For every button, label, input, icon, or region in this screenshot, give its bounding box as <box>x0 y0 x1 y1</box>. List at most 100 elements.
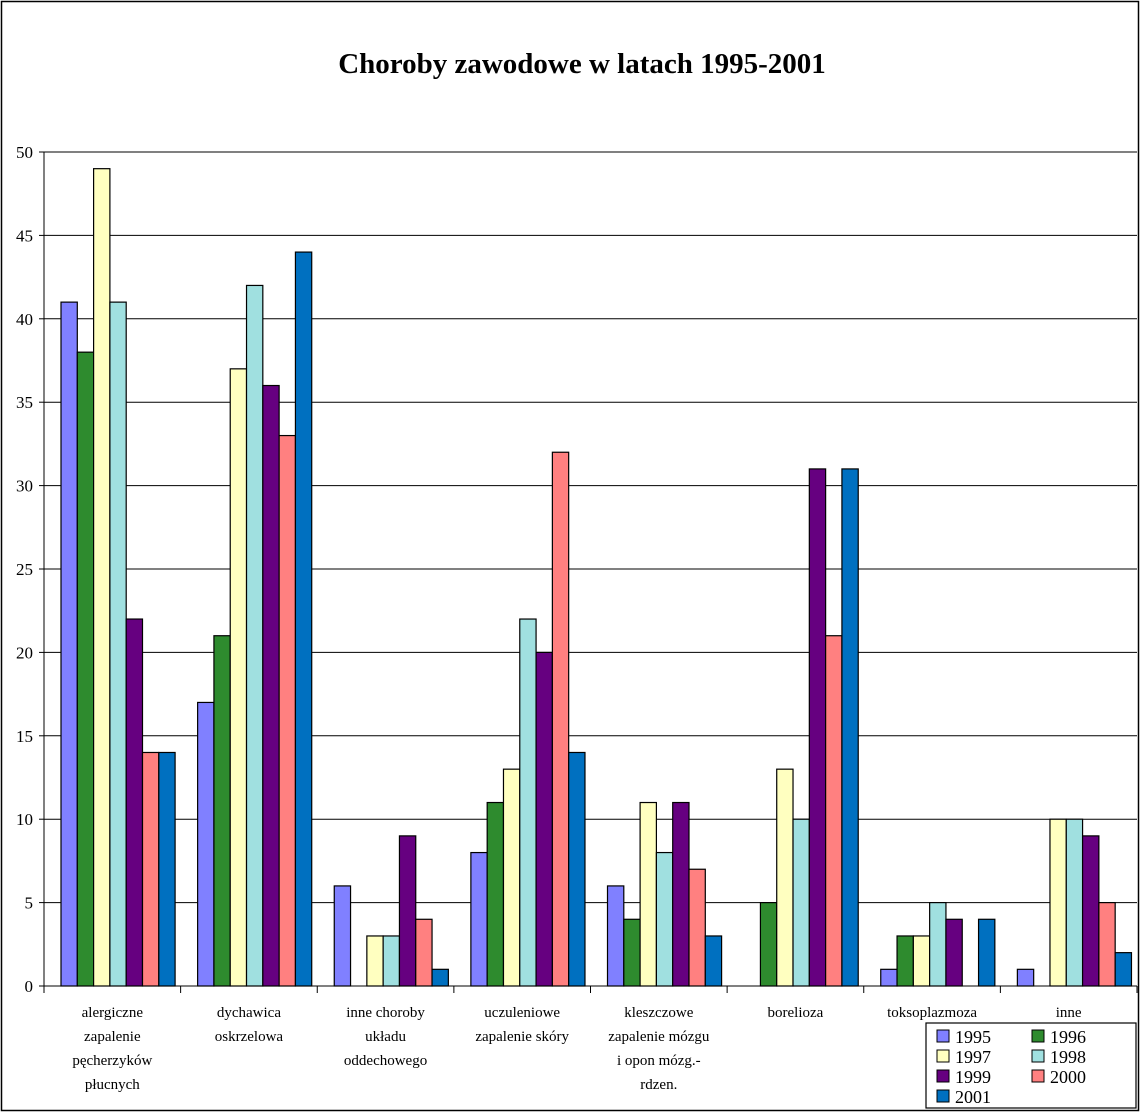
bar-1998 <box>792 818 810 987</box>
legend-swatch-1997 <box>936 1049 950 1063</box>
x-category-label: dychawica <box>217 1005 281 1021</box>
bar-1996 <box>76 351 95 987</box>
x-category-label: borelioza <box>768 1005 824 1021</box>
legend: 1995 1996 1997 1998 1999 2000 2001 <box>925 1022 1137 1109</box>
legend-label-2001: 2001 <box>955 1087 991 1107</box>
bar-1998 <box>929 901 947 987</box>
legend-swatch-1998 <box>1031 1049 1045 1063</box>
y-tick-label: 5 <box>25 894 34 913</box>
bar-2001 <box>431 968 449 987</box>
x-category-label: zapalenie skóry <box>475 1029 569 1045</box>
bar-1998 <box>382 935 401 987</box>
bar-1999 <box>398 835 417 987</box>
x-category-label: inne <box>1056 1005 1082 1021</box>
x-category-label: płucnych <box>85 1077 140 1093</box>
bar-2001 <box>704 935 723 987</box>
x-category-label: zapalenie mózgu <box>608 1029 710 1045</box>
legend-swatch-2000 <box>1031 1069 1045 1083</box>
bars-group <box>60 168 1133 987</box>
bar-2000 <box>415 918 433 987</box>
bar-1996 <box>896 935 914 987</box>
bar-1999 <box>125 618 144 987</box>
legend-label-1999: 1999 <box>955 1067 991 1087</box>
bar-2000 <box>551 451 570 987</box>
bar-1995 <box>606 885 625 987</box>
bar-1998 <box>245 284 264 987</box>
y-tick-label: 40 <box>16 310 33 329</box>
legend-label-2000: 2000 <box>1050 1067 1086 1087</box>
x-category-label: toksoplazmoza <box>887 1005 977 1021</box>
x-category-label: zapalenie <box>84 1029 141 1045</box>
legend-label-1997: 1997 <box>955 1047 991 1067</box>
bar-2001 <box>841 468 859 987</box>
bar-1995 <box>880 968 898 987</box>
x-category-label: pęcherzyków <box>72 1053 152 1069</box>
legend-label-1995: 1995 <box>955 1027 991 1047</box>
bar-1997 <box>639 801 657 987</box>
x-category-label: uczuleniowe <box>484 1005 560 1021</box>
bar-1999 <box>262 384 280 987</box>
bar-1999 <box>1081 835 1100 987</box>
bar-2001 <box>977 918 996 987</box>
x-category-label: oddechowego <box>344 1053 427 1069</box>
bar-1998 <box>655 851 674 987</box>
bar-1997 <box>1049 818 1067 987</box>
bar-1995 <box>333 885 352 987</box>
x-category-labels: alergiczne zapalenie pęcherzyków płucnych dy… <box>72 1005 1082 1093</box>
y-tick-labels: 0 5 10 15 20 25 30 35 40 45 50 <box>16 143 33 996</box>
bar-1996 <box>623 918 641 987</box>
bar-1995 <box>470 851 488 987</box>
x-category-label: rdzen. <box>640 1077 677 1093</box>
y-tick-label: 10 <box>16 810 33 829</box>
y-tick-label: 50 <box>16 143 33 162</box>
y-tick-label: 35 <box>16 393 33 412</box>
bar-2001 <box>158 751 176 987</box>
bar-1997 <box>92 168 111 987</box>
bar-2001 <box>1114 952 1133 987</box>
bar-1998 <box>109 301 127 987</box>
bar-2000 <box>688 868 706 987</box>
y-tick-label: 20 <box>16 643 33 662</box>
bar-1997 <box>912 935 931 987</box>
bar-1997 <box>502 768 521 987</box>
axes <box>39 151 1138 993</box>
bar-1997 <box>229 368 248 987</box>
legend-label-1996: 1996 <box>1050 1027 1086 1047</box>
y-tick-label: 0 <box>25 977 34 996</box>
bar-2001 <box>294 251 313 987</box>
legend-swatch-1996 <box>1031 1029 1045 1043</box>
y-tick-label: 15 <box>16 727 33 746</box>
legend-swatch-1995 <box>936 1029 950 1043</box>
legend-label-1998: 1998 <box>1050 1047 1086 1067</box>
y-tick-label: 30 <box>16 477 33 496</box>
x-category-label: oskrzelowa <box>215 1029 284 1045</box>
x-category-label: kleszczowe <box>624 1005 693 1021</box>
bar-1996 <box>759 901 778 987</box>
bar-1995 <box>1016 968 1035 987</box>
y-tick-label: 25 <box>16 560 33 579</box>
bar-1997 <box>366 935 384 987</box>
y-tick-label: 45 <box>16 226 33 245</box>
bar-1998 <box>1065 818 1084 987</box>
bar-1995 <box>197 701 215 987</box>
x-category-label: i opon mózg.- <box>617 1053 701 1069</box>
x-category-label: alergiczne <box>82 1005 144 1021</box>
bar-1999 <box>672 801 690 987</box>
legend-swatch-2001 <box>936 1089 950 1103</box>
bar-1998 <box>519 618 537 987</box>
bar-2001 <box>568 751 586 987</box>
chart-title: Choroby zawodowe w latach 1995-2001 <box>338 48 826 80</box>
bar-1999 <box>945 918 963 987</box>
bar-1996 <box>486 801 505 987</box>
bar-1996 <box>213 635 231 987</box>
bar-2000 <box>1098 901 1116 987</box>
legend-box <box>925 1022 1137 1109</box>
bar-1999 <box>535 651 553 987</box>
bar-2000 <box>278 434 297 987</box>
bar-1997 <box>776 768 794 987</box>
x-category-label: układu <box>365 1029 406 1045</box>
bar-1995 <box>60 301 78 987</box>
legend-swatch-1999 <box>936 1069 950 1083</box>
bar-2000 <box>825 635 843 987</box>
